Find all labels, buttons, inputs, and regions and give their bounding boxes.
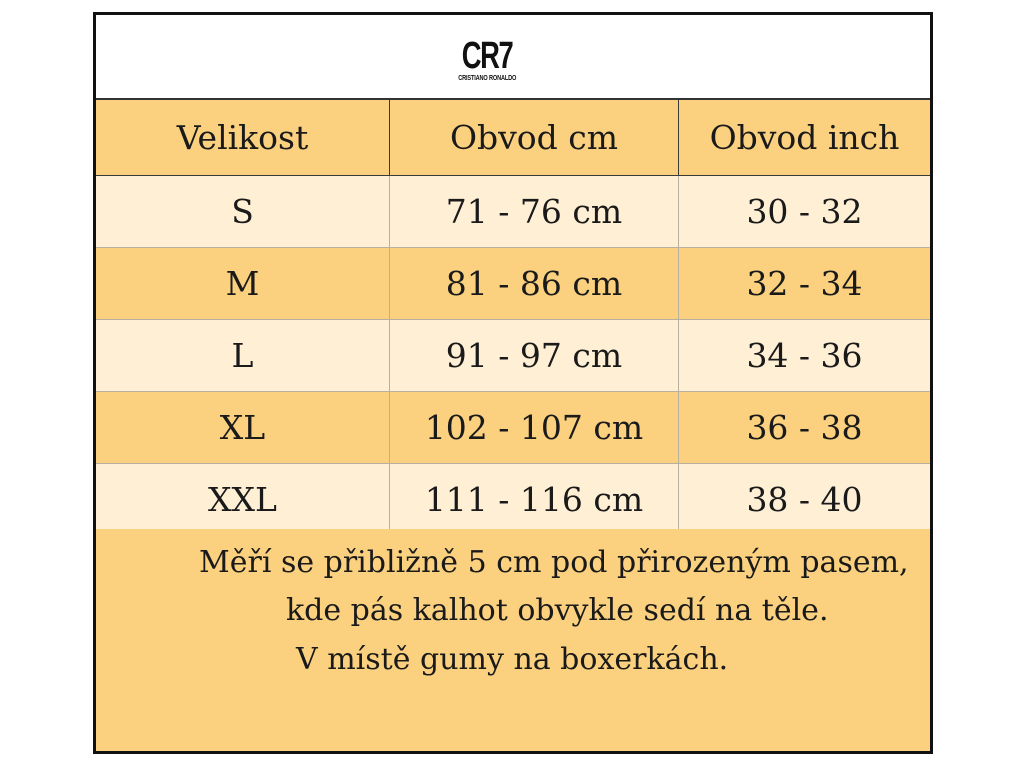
size-chart: CR7 CRISTIANO RONALDO Velikost Obvod cm …	[93, 12, 933, 754]
logo-header: CR7 CRISTIANO RONALDO	[96, 15, 930, 100]
inch-cell: 36 - 38	[746, 408, 863, 447]
header-circumference-cm: Obvod cm	[390, 100, 679, 175]
table-row: S 71 - 76 cm 30 - 32	[96, 176, 930, 248]
cm-cell: 102 - 107 cm	[390, 392, 679, 463]
inch-cell: 30 - 32	[746, 192, 863, 231]
inch-cell: 34 - 36	[746, 336, 863, 375]
header-circumference-inch: Obvod inch	[709, 118, 900, 157]
cm-cell: 71 - 76 cm	[390, 176, 679, 247]
inch-cell: 38 - 40	[746, 480, 863, 519]
note-line: V místě gumy na boxerkách.	[296, 642, 729, 677]
size-table: Velikost Obvod cm Obvod inch S 71 - 76 c…	[96, 100, 930, 536]
logo-sub-text: CRISTIANO RONALDO	[458, 74, 516, 82]
table-row: L 91 - 97 cm 34 - 36	[96, 320, 930, 392]
cm-cell: 111 - 116 cm	[390, 464, 679, 535]
table-row: XXL 111 - 116 cm 38 - 40	[96, 464, 930, 536]
cm-cell: 91 - 97 cm	[390, 320, 679, 391]
header-size: Velikost	[96, 100, 390, 175]
logo-main-text: CR7	[461, 34, 514, 77]
size-cell: XXL	[96, 464, 390, 535]
size-cell: XL	[96, 392, 390, 463]
table-row: M 81 - 86 cm 32 - 34	[96, 248, 930, 320]
inch-cell: 32 - 34	[746, 264, 863, 303]
cm-cell: 81 - 86 cm	[390, 248, 679, 319]
note-line: kde pás kalhot obvykle sedí na těle.	[286, 593, 829, 628]
note-line: Měří se přibližně 5 cm pod přirozeným pa…	[199, 545, 909, 580]
table-row: XL 102 - 107 cm 36 - 38	[96, 392, 930, 464]
measurement-note: Měří se přibližně 5 cm pod přirozeným pa…	[96, 529, 930, 751]
table-header-row: Velikost Obvod cm Obvod inch	[96, 100, 930, 176]
size-cell: L	[96, 320, 390, 391]
size-cell: M	[96, 248, 390, 319]
size-cell: S	[96, 176, 390, 247]
cr7-logo: CR7 CRISTIANO RONALDO	[451, 37, 523, 83]
